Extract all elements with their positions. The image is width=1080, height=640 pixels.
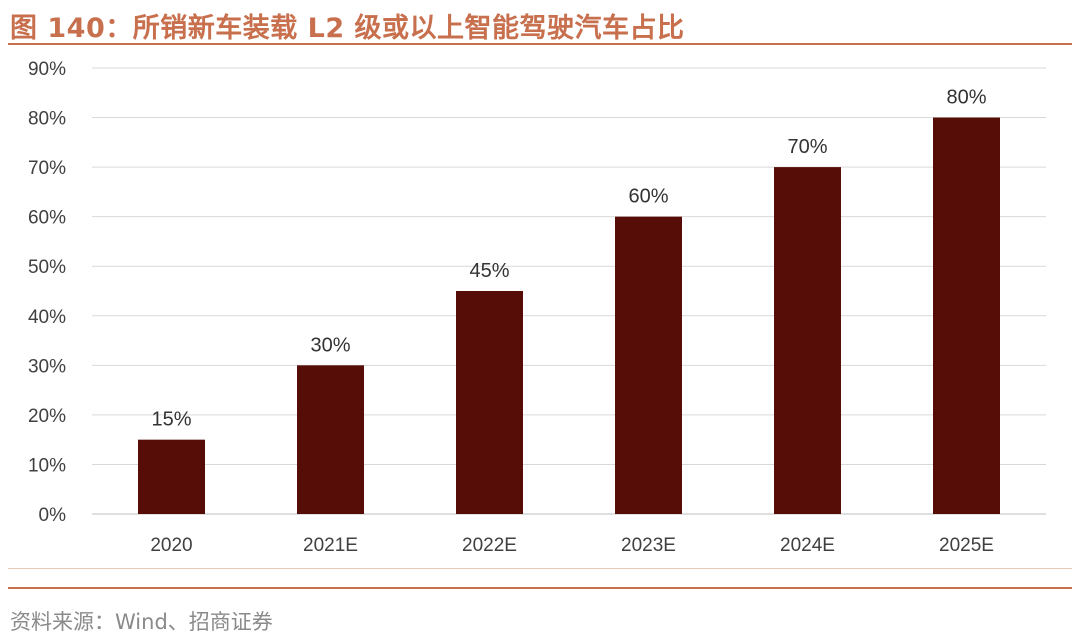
bar-chart: 0% 10% 20% 30% 40% 50% 60% 70% 80% 90% 15% 30% 45% 6… (28, 59, 1046, 556)
gridlines (92, 67, 1046, 515)
bar (138, 439, 205, 514)
y-tick-label: 30% (28, 356, 66, 377)
source-note: 资料来源：Wind、招商证券 (10, 610, 273, 634)
x-tick-label: 2020 (150, 535, 192, 556)
y-tick-label: 50% (28, 257, 66, 278)
x-axis-ticks: 2020 2021E 2022E 2023E 2024E 2025E (150, 535, 994, 556)
y-tick-label: 80% (28, 109, 66, 130)
bar (615, 216, 682, 514)
x-tick-label: 2024E (780, 535, 835, 556)
footer-divider (8, 587, 1072, 589)
chart-title: 图 140：所销新车装载 L2 级或以上智能驾驶汽车占比 (10, 13, 685, 44)
bar (774, 167, 841, 514)
bar (933, 117, 1000, 515)
y-tick-label: 60% (28, 208, 66, 229)
title-divider (8, 43, 1072, 45)
data-label: 30% (310, 334, 350, 356)
x-tick-label: 2021E (303, 535, 358, 556)
data-label: 45% (469, 260, 509, 282)
y-tick-label: 70% (28, 158, 66, 179)
x-tick-label: 2023E (621, 535, 676, 556)
y-tick-label: 10% (28, 455, 66, 476)
bars (138, 117, 1000, 515)
y-tick-label: 40% (28, 307, 66, 328)
data-label: 80% (946, 87, 986, 109)
y-tick-label: 90% (28, 59, 66, 80)
data-label: 60% (628, 186, 668, 208)
bar (456, 291, 523, 514)
y-tick-label: 0% (39, 505, 67, 526)
data-label: 15% (151, 409, 191, 431)
data-label: 70% (787, 136, 827, 158)
x-tick-label: 2022E (462, 535, 517, 556)
data-labels: 15% 30% 45% 60% 70% 80% (151, 87, 986, 431)
bar (297, 365, 364, 514)
y-axis-ticks: 0% 10% 20% 30% 40% 50% 60% 70% 80% 90% (28, 59, 66, 526)
y-tick-label: 20% (28, 406, 66, 427)
x-tick-label: 2025E (939, 535, 994, 556)
footer-divider-thin (8, 568, 1072, 569)
